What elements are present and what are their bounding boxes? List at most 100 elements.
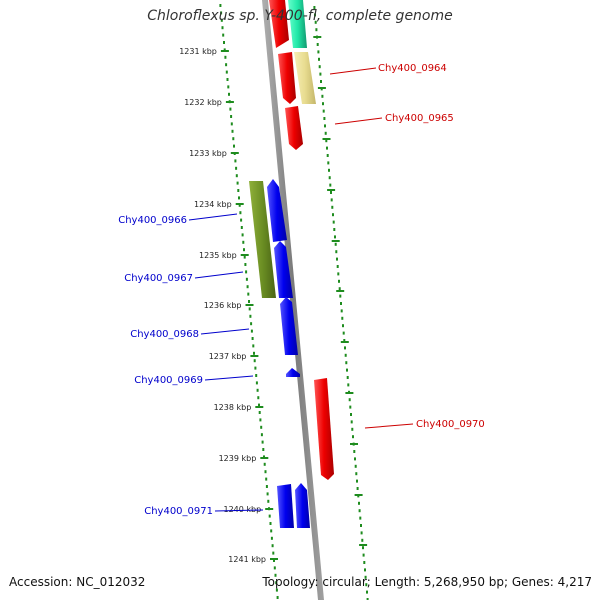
leader-0966 (188, 213, 238, 221)
gc-dot (270, 536, 273, 540)
skew-dot (362, 546, 364, 550)
skew-dot (328, 176, 331, 180)
gc-dot (266, 492, 269, 496)
leader-0968 (200, 328, 250, 335)
skew-dot (348, 398, 351, 402)
gene-label-0964[interactable]: Chy400_0964 (378, 63, 447, 74)
gene-blue-0971a[interactable] (277, 484, 294, 528)
skew-dot (343, 339, 346, 342)
skew-dot (355, 472, 358, 476)
accession-text: Accession: NC_012032 (9, 575, 146, 589)
leader-0969 (204, 375, 254, 381)
gc-dot (274, 573, 277, 577)
skew-dot (354, 464, 357, 468)
gc-dot (264, 470, 267, 474)
skew-dot (363, 561, 366, 564)
gc-dot (220, 18, 223, 22)
skew-dot (352, 435, 354, 439)
skew-dot (359, 516, 362, 520)
gc-dot (275, 588, 278, 592)
skew-dot (317, 50, 320, 54)
gene-red-0970[interactable] (314, 378, 334, 480)
skew-dot (323, 117, 326, 120)
gc-dot (253, 351, 255, 355)
kbp-tick-label: 1235 kbp (199, 251, 237, 260)
skew-dot (335, 250, 338, 254)
gc-dot (238, 196, 240, 200)
gc-dot (276, 596, 279, 599)
skew-dot (338, 279, 340, 283)
gc-dot (225, 70, 228, 74)
gc-dot (258, 403, 260, 407)
gc-dot (243, 248, 245, 252)
skew-dot (336, 265, 339, 268)
gc-dot (250, 322, 253, 326)
gene-label-0969[interactable]: Chy400_0969 (134, 375, 203, 386)
gene-label-0968[interactable]: Chy400_0968 (130, 329, 199, 340)
skew-dot (345, 361, 348, 365)
gc-dot (230, 122, 233, 126)
skew-dot (358, 501, 360, 505)
gc-dot (268, 514, 271, 518)
gc-dot (260, 425, 263, 429)
skew-dot (334, 242, 337, 246)
gene-label-0965[interactable]: Chy400_0965 (385, 113, 454, 124)
gc-dot (251, 337, 254, 340)
gc-dot (241, 233, 244, 237)
kbp-tick-label: 1238 kbp (214, 403, 252, 412)
gene-blue-0969[interactable] (286, 368, 300, 377)
gc-dot (235, 166, 238, 170)
skew-dot (324, 131, 327, 135)
skew-dot (339, 294, 342, 298)
gene-blue-0968[interactable] (280, 297, 298, 355)
gc-dot (243, 255, 246, 259)
leader-0964 (329, 67, 377, 75)
gc-dot (272, 551, 275, 555)
skew-dot (346, 368, 348, 372)
gene-khaki[interactable] (294, 52, 316, 104)
gene-red-0965a[interactable] (278, 52, 296, 104)
gc-dot (220, 11, 223, 15)
gene-label-0966[interactable]: Chy400_0966 (118, 215, 187, 226)
gene-label-0971[interactable]: Chy400_0971 (144, 506, 213, 517)
skew-dot (318, 65, 321, 69)
gc-skew-track-right (313, 6, 369, 600)
gc-dot (273, 559, 275, 562)
gene-teal[interactable] (288, 0, 307, 48)
gc-dot (229, 107, 232, 111)
gc-dot (273, 566, 276, 570)
skew-dot (360, 524, 362, 527)
gene-olive-0966[interactable] (249, 181, 276, 298)
gene-blue-0967[interactable] (274, 241, 293, 298)
gene-label-0967[interactable]: Chy400_0967 (124, 273, 193, 284)
skew-dot (341, 316, 344, 320)
gene-red-0965[interactable] (285, 106, 303, 150)
skew-dot (364, 575, 367, 579)
skew-dot (328, 168, 330, 172)
gc-dot (240, 226, 243, 229)
skew-dot (332, 213, 334, 217)
gc-dot (254, 366, 257, 370)
skew-dot (364, 568, 366, 572)
gene-blue-0966[interactable] (267, 179, 287, 242)
gc-dot (261, 440, 264, 444)
leader-0967 (194, 271, 244, 279)
gene-red-0964[interactable] (269, 0, 289, 48)
gene-label-0970[interactable]: Chy400_0970 (416, 419, 485, 430)
gc-dot (231, 129, 234, 133)
gc-dot (223, 41, 225, 44)
gc-dot (230, 115, 233, 118)
skew-dot (334, 235, 336, 239)
gc-dot (265, 485, 268, 488)
skew-dot (314, 20, 317, 24)
gc-dot (260, 433, 263, 437)
skew-dot (350, 413, 352, 416)
gc-dot (255, 381, 258, 385)
gene-blue-0971b[interactable] (295, 483, 310, 528)
gc-dot (275, 581, 278, 585)
gc-dot (249, 314, 252, 318)
gc-dot (237, 189, 240, 192)
skew-dot (322, 102, 324, 106)
gc-dot (248, 307, 251, 311)
skew-dot (313, 6, 316, 9)
